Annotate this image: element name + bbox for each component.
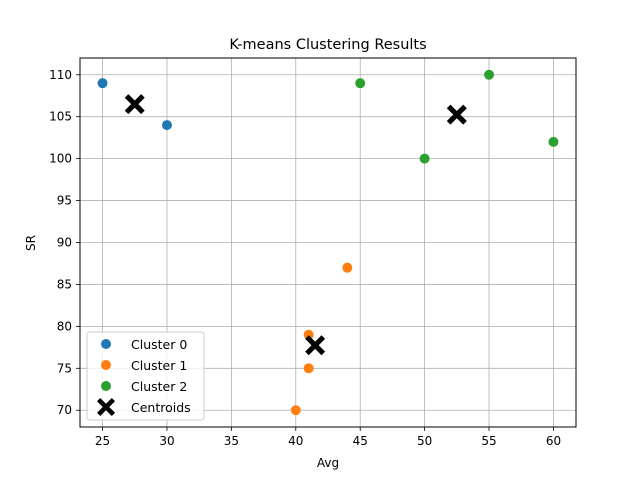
y-tick-label: 105	[49, 110, 72, 124]
x-tick-label: 45	[353, 434, 368, 448]
legend-label: Cluster 2	[131, 379, 187, 394]
cluster-2-point	[548, 136, 559, 147]
x-tick-label: 55	[481, 434, 496, 448]
x-axis-label: Avg	[317, 456, 339, 470]
legend-box	[86, 331, 205, 421]
x-tick-label: 40	[288, 434, 303, 448]
cluster-1-point	[342, 262, 353, 273]
cluster-2-point	[355, 78, 366, 89]
cluster-1-point	[303, 363, 314, 374]
cluster-1-point	[290, 405, 301, 416]
legend-marker-cluster-2	[101, 381, 111, 391]
legend-marker-cluster-1	[101, 360, 111, 370]
x-tick-label: 60	[546, 434, 561, 448]
legend-label: Cluster 0	[131, 337, 187, 352]
x-tick-label: 25	[95, 434, 110, 448]
centroid-marker	[305, 335, 326, 356]
legend-marker-cluster-0	[101, 339, 111, 349]
cluster-2-point	[484, 69, 495, 80]
x-tick-label: 35	[224, 434, 239, 448]
x-tick-label: 50	[417, 434, 432, 448]
chart-title: K-means Clustering Results	[229, 37, 426, 53]
y-tick-label: 80	[57, 319, 72, 333]
cluster-2-point	[419, 153, 430, 164]
y-tick-label: 100	[49, 152, 72, 166]
cluster-0-point	[97, 78, 108, 89]
cluster-0-point	[161, 120, 172, 131]
y-tick-label: 90	[57, 236, 72, 250]
legend-marker-centroids	[97, 398, 115, 416]
y-tick-label: 75	[57, 361, 72, 375]
y-tick-label: 70	[57, 403, 72, 417]
y-tick-label: 85	[57, 277, 72, 291]
cluster-1-point	[303, 329, 314, 340]
centroid-marker	[446, 104, 467, 125]
legend-label: Cluster 1	[131, 358, 187, 373]
legend-label: Centroids	[131, 400, 191, 415]
y-axis-label: SR	[24, 235, 38, 251]
x-tick-label: 30	[159, 434, 174, 448]
y-tick-label: 95	[57, 194, 72, 208]
centroid-marker	[124, 94, 145, 115]
y-tick-label: 110	[49, 68, 72, 82]
